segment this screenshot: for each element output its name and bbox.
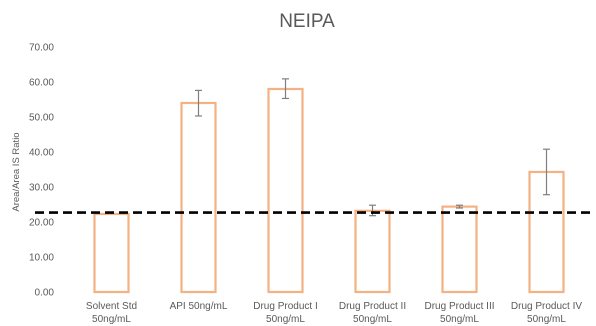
y-tick-label: 60.00 bbox=[29, 78, 54, 89]
category-label-line: Drug Product IV bbox=[511, 301, 582, 312]
bar-1 bbox=[93, 212, 130, 294]
y-axis-label: Area/Area IS Ratio bbox=[11, 132, 22, 211]
category-label-1: Solvent Std 50ng/mL bbox=[86, 301, 137, 325]
category-label-line: Solvent Std bbox=[86, 301, 137, 312]
y-tick-label: 30.00 bbox=[29, 183, 54, 194]
y-axis-ticks: 0.00 10.00 20.00 30.00 40.00 50.00 60.00 70.00 bbox=[29, 43, 54, 299]
category-label-line: API 50ng/mL bbox=[170, 301, 228, 312]
error-bar-6 bbox=[543, 148, 550, 196]
category-label-line: 50ng/mL bbox=[92, 314, 131, 325]
error-bar-4 bbox=[369, 204, 376, 217]
x-axis-labels: Solvent Std 50ng/mL API 50ng/mL Drug Produc… bbox=[86, 301, 582, 325]
category-label-5: Drug Product III 50ng/mL bbox=[424, 301, 494, 325]
y-tick-label: 50.00 bbox=[29, 113, 54, 124]
category-label-line: 50ng/mL bbox=[266, 314, 305, 325]
category-label-3: Drug Product I 50ng/mL bbox=[253, 301, 317, 325]
y-tick-label: 0.00 bbox=[35, 288, 55, 299]
bar-5 bbox=[441, 205, 478, 294]
chart-title: NEIPA bbox=[279, 11, 335, 32]
category-label-line: 50ng/mL bbox=[440, 314, 479, 325]
category-label-line: Drug Product I bbox=[253, 301, 317, 312]
error-bar-3 bbox=[282, 78, 289, 100]
bar-3 bbox=[267, 87, 304, 294]
bar-4 bbox=[354, 209, 391, 294]
category-label-4: Drug Product II 50ng/mL bbox=[339, 301, 406, 325]
category-label-6: Drug Product IV 50ng/mL bbox=[511, 301, 582, 325]
bars bbox=[93, 87, 565, 294]
category-label-line: 50ng/mL bbox=[353, 314, 392, 325]
error-bars bbox=[195, 78, 550, 217]
y-tick-label: 10.00 bbox=[29, 253, 54, 264]
y-tick-label: 20.00 bbox=[29, 218, 54, 229]
category-label-line: Drug Product III bbox=[424, 301, 494, 312]
y-tick-label: 40.00 bbox=[29, 148, 54, 159]
category-label-line: Drug Product II bbox=[339, 301, 406, 312]
category-label-line: 50ng/mL bbox=[527, 314, 566, 325]
error-bar-2 bbox=[195, 89, 202, 117]
error-bar-5 bbox=[456, 204, 463, 209]
bar-2 bbox=[180, 101, 217, 294]
y-tick-label: 70.00 bbox=[29, 43, 54, 54]
category-label-2: API 50ng/mL bbox=[170, 301, 228, 312]
